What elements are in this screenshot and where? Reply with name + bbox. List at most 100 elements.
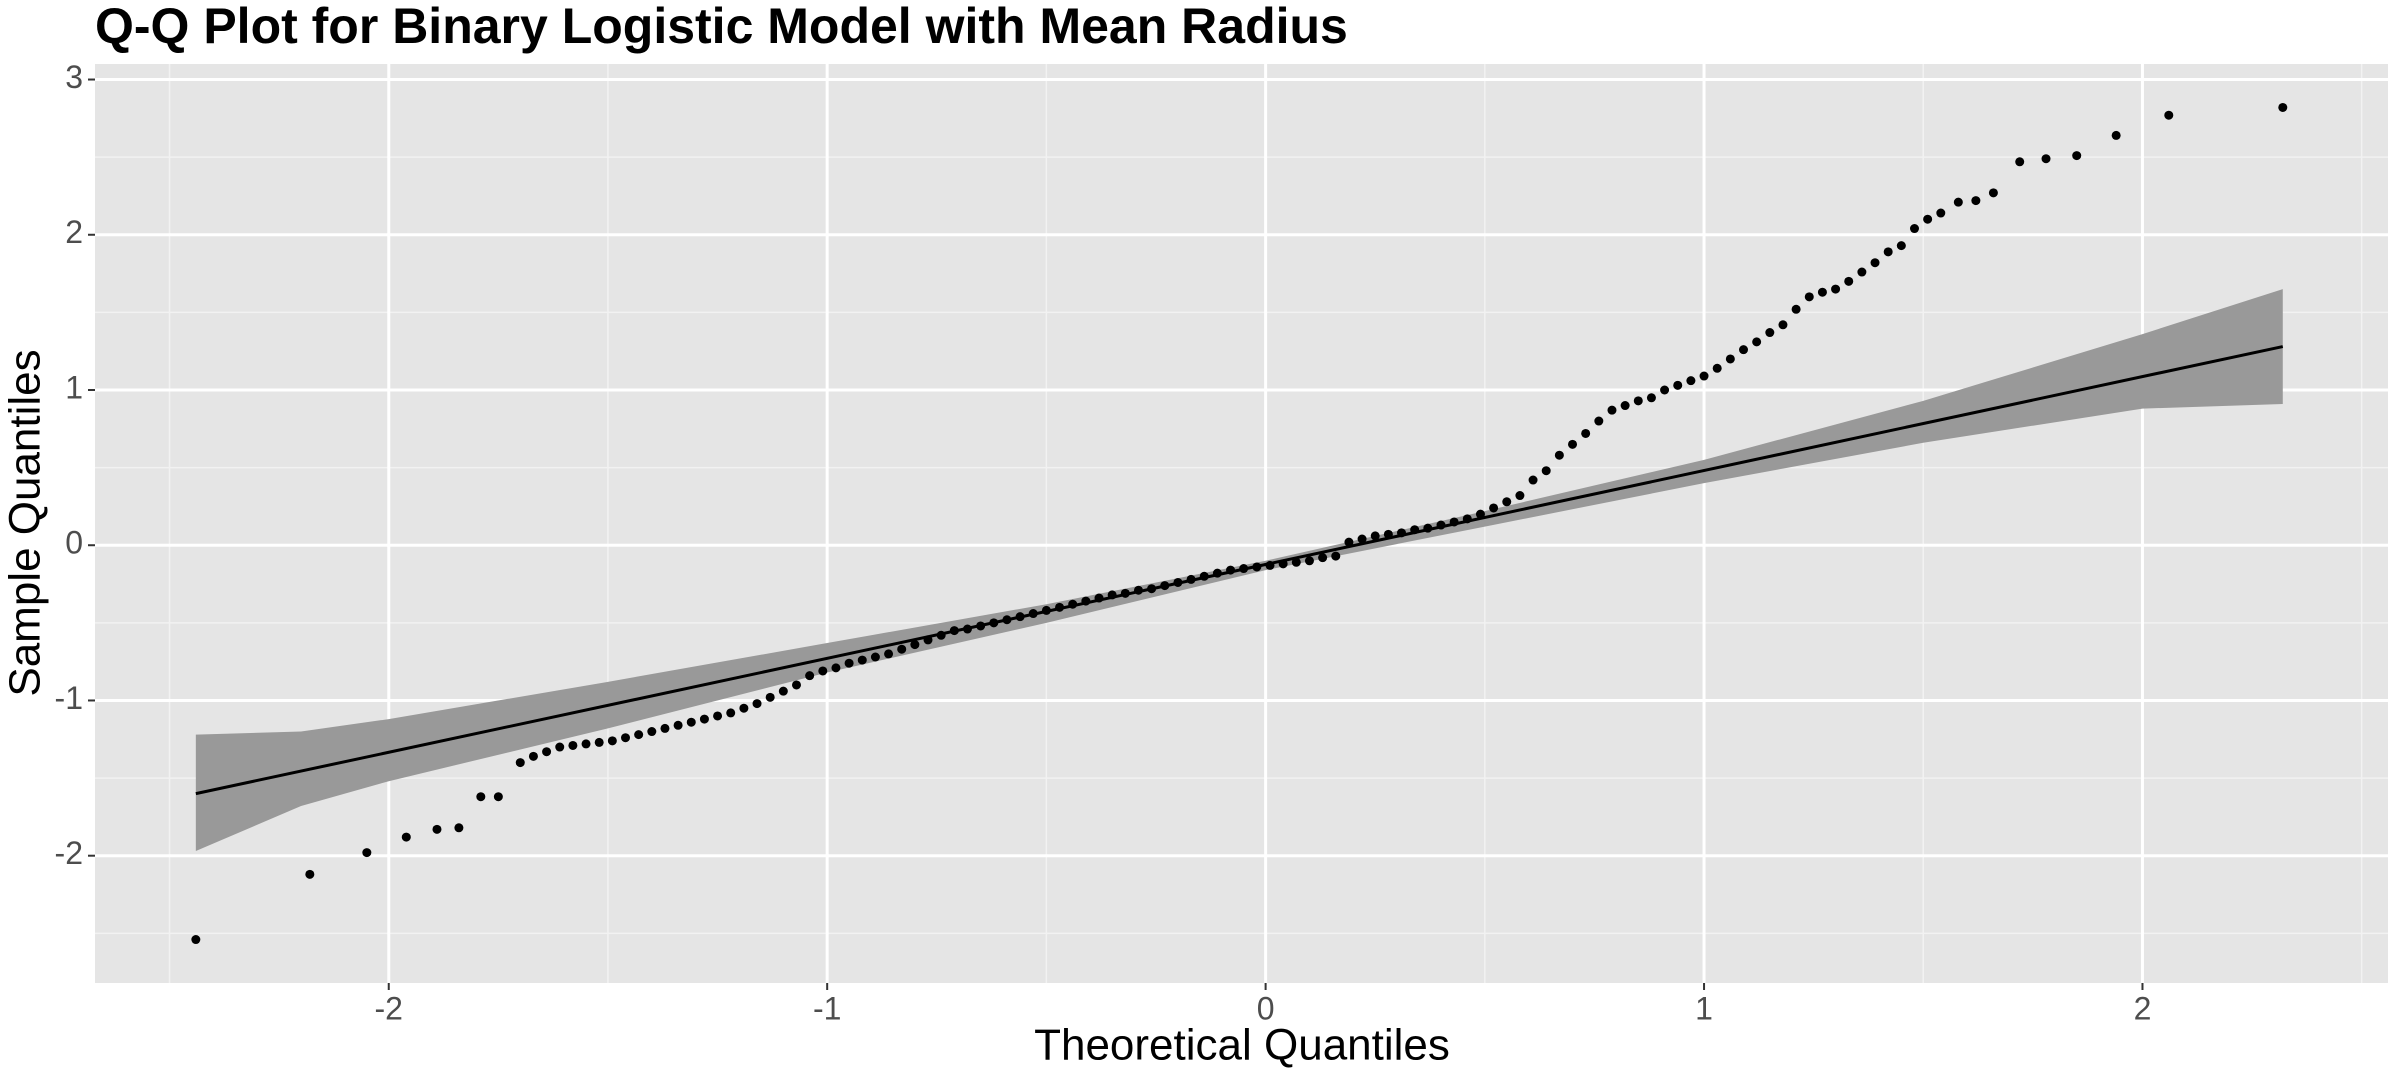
point xyxy=(1186,574,1196,584)
point xyxy=(1673,380,1683,390)
point xyxy=(1107,590,1117,600)
point xyxy=(884,649,894,659)
point xyxy=(1160,581,1170,591)
point xyxy=(739,703,749,713)
point xyxy=(1817,287,1827,297)
point xyxy=(791,680,801,690)
point xyxy=(1953,197,1963,207)
point xyxy=(1528,475,1538,485)
point xyxy=(2164,110,2174,120)
point xyxy=(1475,509,1485,519)
point xyxy=(936,630,946,640)
point xyxy=(1410,525,1420,535)
point xyxy=(962,624,972,634)
point xyxy=(493,792,503,802)
point xyxy=(765,692,775,702)
point xyxy=(1660,385,1670,395)
point xyxy=(1002,615,1012,625)
point xyxy=(1318,553,1328,563)
point xyxy=(1923,214,1933,224)
point xyxy=(831,663,841,673)
point xyxy=(1173,577,1183,587)
point xyxy=(1383,529,1393,539)
point xyxy=(1857,267,1867,277)
point xyxy=(1055,602,1065,612)
point xyxy=(362,848,372,858)
point xyxy=(1778,320,1788,330)
point xyxy=(542,747,552,757)
point xyxy=(305,869,315,879)
point xyxy=(1015,612,1025,622)
point xyxy=(1646,393,1656,403)
point xyxy=(897,644,907,654)
point xyxy=(1568,439,1578,449)
point xyxy=(1699,371,1709,381)
x-tick-label: 0 xyxy=(1257,990,1275,1026)
point xyxy=(476,792,486,802)
point xyxy=(401,832,411,842)
point xyxy=(1423,523,1433,533)
point xyxy=(528,751,538,761)
y-tick-label: 0 xyxy=(65,525,83,561)
point xyxy=(607,736,617,746)
y-tick-label: -1 xyxy=(55,680,83,716)
point xyxy=(1344,537,1354,547)
point xyxy=(1226,565,1236,575)
point xyxy=(2111,130,2121,140)
point xyxy=(1304,556,1314,566)
y-axis-title: Sample Quantiles xyxy=(1,349,50,696)
point xyxy=(1791,304,1801,314)
point xyxy=(1620,401,1630,411)
point xyxy=(1870,258,1880,268)
point xyxy=(1370,531,1380,541)
point xyxy=(1489,503,1499,513)
point xyxy=(1633,396,1643,406)
point xyxy=(568,740,578,750)
point xyxy=(870,652,880,662)
point xyxy=(1278,559,1288,569)
point xyxy=(2041,154,2051,164)
point xyxy=(1725,354,1735,364)
point xyxy=(647,727,657,737)
point xyxy=(1212,568,1222,578)
point xyxy=(1265,560,1275,570)
point xyxy=(1844,276,1854,286)
point xyxy=(191,935,201,945)
point xyxy=(1752,337,1762,347)
point xyxy=(699,714,709,724)
point xyxy=(594,737,604,747)
point xyxy=(1971,196,1981,206)
point xyxy=(1883,247,1893,257)
point xyxy=(1607,405,1617,415)
point xyxy=(621,733,631,743)
point xyxy=(515,758,525,768)
point xyxy=(857,655,867,665)
x-tick-label: 2 xyxy=(2134,990,2152,1026)
point xyxy=(1133,585,1143,595)
point xyxy=(976,621,986,631)
point xyxy=(818,666,828,676)
point xyxy=(805,671,815,681)
point xyxy=(660,723,670,733)
point xyxy=(1291,557,1301,567)
point xyxy=(1831,284,1841,294)
point xyxy=(2278,102,2288,112)
point xyxy=(1252,562,1262,572)
point xyxy=(1896,241,1906,251)
point xyxy=(1739,345,1749,355)
reference-line xyxy=(195,345,2284,796)
point xyxy=(454,823,464,833)
point xyxy=(752,699,762,709)
point xyxy=(555,742,565,752)
point xyxy=(1041,605,1051,615)
point xyxy=(1554,450,1564,460)
point xyxy=(949,626,959,636)
panel xyxy=(95,64,2388,983)
point xyxy=(1449,517,1459,527)
point xyxy=(1909,224,1919,234)
point xyxy=(1804,292,1814,302)
point xyxy=(2015,157,2025,167)
y-tick-label: 1 xyxy=(65,369,83,405)
point xyxy=(1581,428,1591,438)
